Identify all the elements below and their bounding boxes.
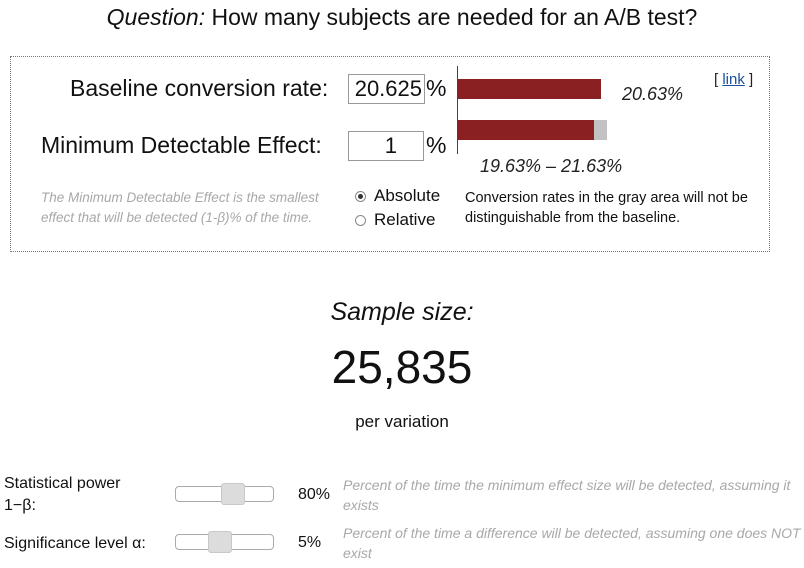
power-slider-thumb[interactable] bbox=[221, 483, 245, 505]
baseline-bar bbox=[458, 79, 601, 99]
power-slider[interactable] bbox=[175, 483, 274, 505]
baseline-input[interactable] bbox=[348, 74, 425, 104]
radio-absolute[interactable]: Absolute bbox=[355, 186, 440, 206]
significance-value: 5% bbox=[298, 534, 322, 551]
sample-size-sub: per variation bbox=[355, 412, 449, 431]
link-bracket-close: ] bbox=[744, 71, 754, 88]
power-label-line1: Statistical power bbox=[4, 475, 121, 492]
question-text: How many subjects are needed for an A/B … bbox=[205, 4, 698, 30]
significance-label: Significance level α: bbox=[4, 535, 146, 552]
input-panel bbox=[10, 56, 770, 252]
sample-size-value: 25,835 bbox=[331, 341, 473, 393]
power-label: Statistical power 1−β: bbox=[4, 473, 121, 517]
radio-relative-label: Relative bbox=[374, 210, 436, 229]
mde-unit: % bbox=[426, 132, 447, 158]
question-label: Question: bbox=[106, 4, 206, 30]
significance-slider[interactable] bbox=[175, 531, 274, 553]
significance-note: Percent of the time a difference will be… bbox=[343, 525, 801, 561]
link-bracket-open: [ bbox=[714, 71, 723, 88]
sample-size-label: Sample size: bbox=[330, 298, 474, 326]
radio-relative[interactable]: Relative bbox=[355, 210, 435, 230]
baseline-label: Baseline conversion rate: bbox=[70, 75, 329, 101]
link[interactable]: link bbox=[722, 71, 745, 88]
power-label-line2: 1−β: bbox=[4, 497, 36, 514]
range-label: 19.63% – 21.63% bbox=[480, 156, 623, 176]
mde-label: Minimum Detectable Effect: bbox=[41, 132, 322, 158]
mde-input[interactable] bbox=[348, 131, 424, 161]
baseline-unit: % bbox=[426, 75, 447, 101]
mde-note: The Minimum Detectable Effect is the sma… bbox=[41, 190, 319, 225]
baseline-bar-label: 20.63% bbox=[622, 84, 684, 104]
radio-relative-button[interactable] bbox=[355, 214, 366, 226]
radio-absolute-button[interactable] bbox=[355, 190, 366, 202]
significance-slider-thumb[interactable] bbox=[208, 531, 232, 553]
gray-area-note: Conversion rates in the gray area will n… bbox=[465, 190, 748, 226]
power-value: 80% bbox=[298, 486, 331, 503]
radio-absolute-label: Absolute bbox=[374, 186, 441, 205]
link-wrapper: [ link ] bbox=[714, 71, 753, 88]
page-title: Question: How many subjects are needed f… bbox=[0, 4, 804, 31]
power-note: Percent of the time the minimum effect s… bbox=[343, 477, 791, 513]
bar-axis bbox=[457, 66, 458, 154]
range-bar-lower bbox=[458, 120, 594, 140]
